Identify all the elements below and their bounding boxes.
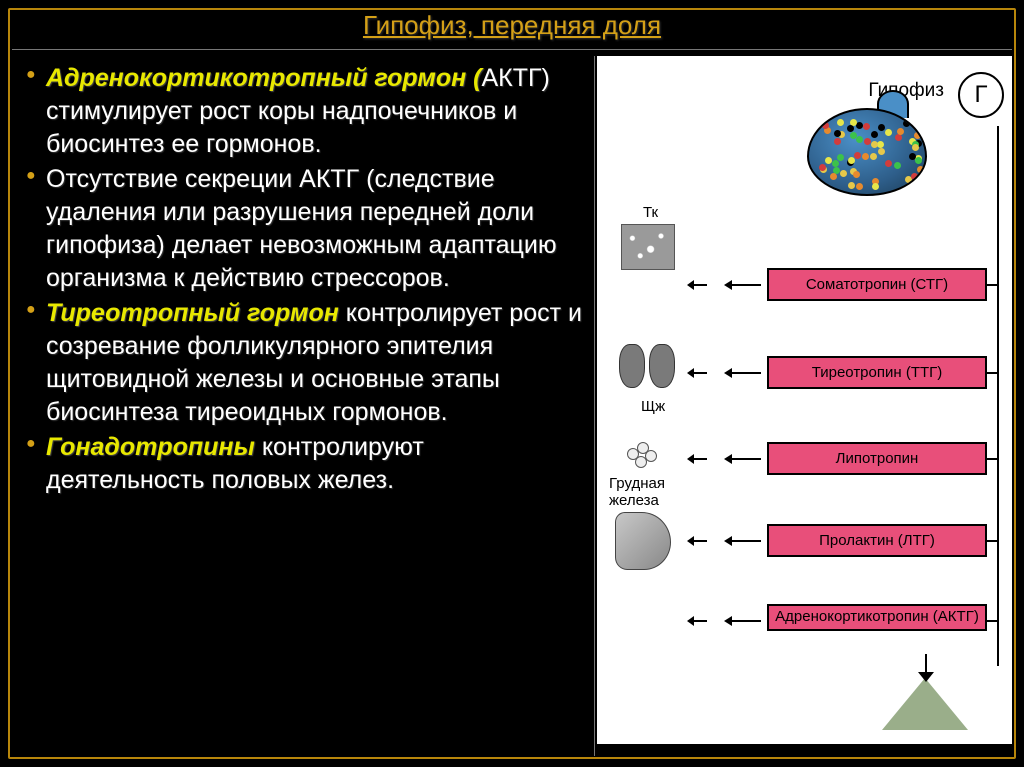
bullet-3: Тиреотропный гормон контролирует рост и …: [26, 297, 585, 429]
hormone-arrow2-3: [689, 540, 707, 542]
hormone-arrow-2: [727, 458, 761, 460]
hormone-box-2: Липотропин: [767, 442, 987, 475]
hormone-arrow2-0: [689, 284, 707, 286]
bullet-2: Отсутствие секреции АКТГ (следствие удал…: [26, 163, 585, 295]
hormone-arrow2-2: [689, 458, 707, 460]
adrenal-icon: [882, 678, 968, 734]
bullet-4: Гонадотропины контролируют деятельность …: [26, 431, 585, 497]
hormone-box-4: Адренокортикотропин (АКТГ): [767, 604, 987, 631]
thyroid-icon: [619, 344, 677, 392]
hormone-box-1: Тиреотропин (ТТГ): [767, 356, 987, 389]
bullet-3-highlight: Тиреотропный гормон: [46, 299, 339, 327]
hormone-box-3: Пролактин (ЛТГ): [767, 524, 987, 557]
g-letter: Г: [975, 81, 988, 109]
trunk-branch-4: [987, 620, 999, 622]
trunk-line: [997, 126, 999, 666]
bullet-1-highlight: Адренокортикотропный гормон (: [46, 64, 482, 92]
trunk-branch-0: [987, 284, 999, 286]
hormone-arrow-4: [727, 620, 761, 622]
thyroid-label: Щж: [641, 398, 665, 415]
content-row: Адренокортикотропный гормон (АКТГ) стиму…: [0, 54, 1024, 754]
hormone-arrow2-1: [689, 372, 707, 374]
adrenal-arrowhead: [918, 672, 934, 682]
tk-label: Тк: [643, 204, 658, 221]
diagram-panel: Гипофиз Г Соматотропин (СТГ)Тиреотропин …: [597, 56, 1012, 744]
hypothalamus-circle: Г: [958, 72, 1004, 118]
bullet-4-highlight: Гонадотропины: [46, 433, 255, 461]
hormone-arrow-0: [727, 284, 761, 286]
text-panel: Адренокортикотропный гормон (АКТГ) стиму…: [0, 54, 595, 754]
hormone-arrow-3: [727, 540, 761, 542]
trunk-branch-2: [987, 458, 999, 460]
hormone-box-0: Соматотропин (СТГ): [767, 268, 987, 301]
panel-divider: [594, 56, 595, 756]
bullet-2-text: Отсутствие секреции АКТГ (следствие удал…: [46, 165, 557, 292]
breast-label: Грудная железа: [609, 476, 665, 509]
tissue-icon: [621, 224, 675, 270]
trunk-branch-1: [987, 372, 999, 374]
hormone-arrow-1: [727, 372, 761, 374]
breast-icon: [615, 512, 671, 570]
bullet-1-hl2: АКТГ): [482, 64, 550, 92]
pituitary-icon: [807, 108, 937, 208]
hormone-arrow2-4: [689, 620, 707, 622]
trunk-branch-3: [987, 540, 999, 542]
bullet-1-text: стимулирует рост коры надпочечников и би…: [46, 97, 517, 158]
bullet-1: Адренокортикотропный гормон (АКТГ) стиму…: [26, 62, 585, 161]
